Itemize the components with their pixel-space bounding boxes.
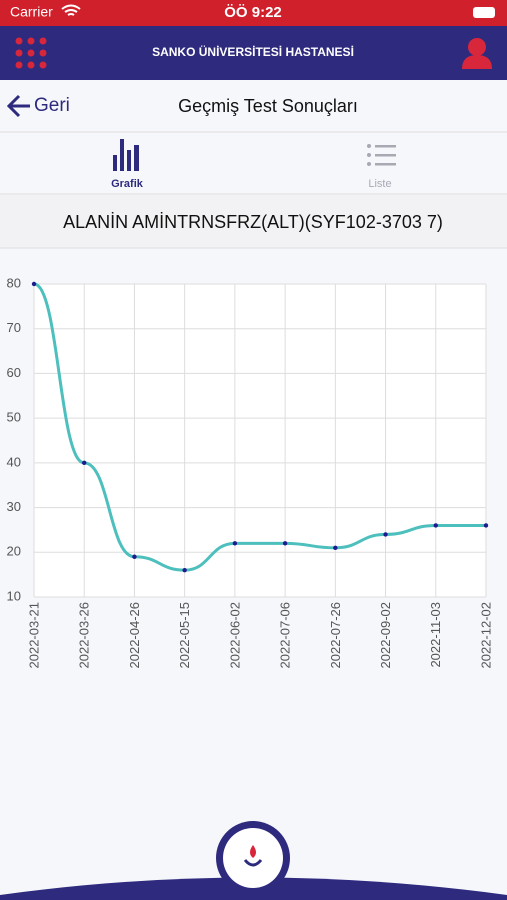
- y-tick-label: 70: [7, 320, 21, 335]
- x-tick-label: 2022-04-26: [127, 602, 142, 669]
- data-point: [483, 523, 489, 528]
- back-button[interactable]: Geri: [34, 95, 70, 116]
- data-point: [383, 532, 388, 537]
- y-tick-label: 50: [7, 410, 21, 425]
- chart-tab-icon[interactable]: [113, 139, 139, 171]
- data-point: [82, 460, 87, 466]
- y-tick-label: 60: [7, 365, 21, 380]
- app-header: [0, 26, 507, 80]
- menu-icon[interactable]: [15, 37, 47, 69]
- y-tick-label: 40: [7, 454, 21, 469]
- wifi-icon: [61, 4, 81, 16]
- chart-tab[interactable]: Grafik: [111, 178, 144, 190]
- carrier: Carrier: [10, 4, 53, 20]
- list-tab-icon[interactable]: [367, 144, 396, 166]
- hospital-name: SANKO ÜNİVERSİTESİ HASTANESİ: [152, 44, 354, 59]
- y-tick-label: 10: [7, 588, 21, 603]
- data-point: [333, 545, 338, 551]
- logo-flame: [250, 845, 256, 858]
- x-tick-label: 2022-11-03: [428, 602, 443, 668]
- data-point: [31, 281, 37, 287]
- time: ÖÖ 9:22: [224, 4, 282, 21]
- plot-area: [34, 284, 486, 597]
- y-tick-label: 80: [7, 275, 21, 290]
- back-arrow[interactable]: [6, 94, 30, 118]
- page-title: Geçmiş Test Sonuçları: [178, 96, 358, 116]
- status-bar: [0, 0, 507, 26]
- x-tick-label: 2022-06-02: [227, 602, 242, 669]
- x-tick-label: 2022-03-26: [77, 602, 92, 669]
- data-point: [433, 523, 438, 528]
- x-tick-label: 2022-07-26: [328, 602, 343, 669]
- nav-bar: [0, 80, 507, 132]
- profile-icon[interactable]: [462, 38, 492, 69]
- logo-mark: [243, 859, 263, 867]
- chart: 10 20 30 40 50 60 70 80 2022-03-21 2022-03-26 2022…: [7, 275, 494, 668]
- x-tick-label: 2022-03-21: [26, 602, 41, 669]
- y-tick-label: 20: [7, 544, 21, 559]
- x-tick-label: 2022-12-02: [478, 602, 493, 669]
- x-tick-label: 2022-05-15: [177, 602, 192, 669]
- y-tick-label: 30: [7, 499, 21, 514]
- data-point: [182, 567, 187, 573]
- data-point: [132, 554, 137, 559]
- list-tab[interactable]: Liste: [368, 178, 391, 190]
- x-tick-label: 2022-07-06: [278, 602, 293, 669]
- test-name: ALANİN AMİNTRNSFRZ(ALT)(SYF102-3703 7): [63, 212, 443, 232]
- test-name-box: [0, 195, 507, 248]
- x-tick-label: 2022-09-02: [378, 602, 393, 669]
- battery-icon: [473, 7, 495, 18]
- data-point: [232, 541, 238, 546]
- data-point: [282, 541, 288, 546]
